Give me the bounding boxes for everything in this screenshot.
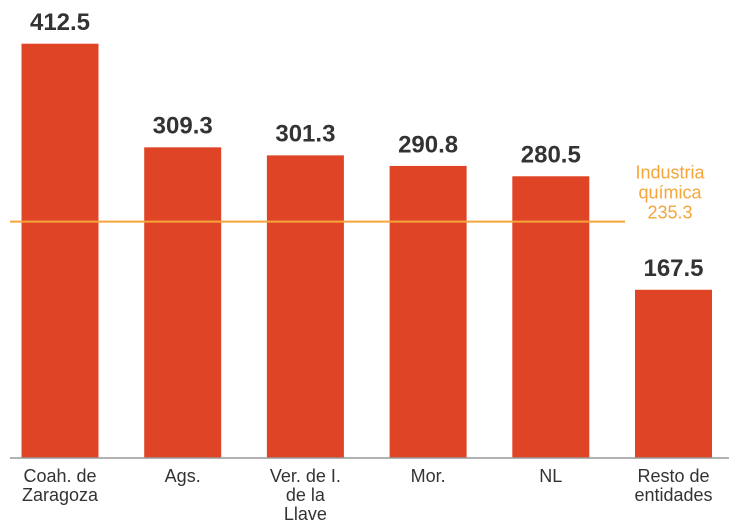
x-tick-label: entidades <box>634 485 712 505</box>
x-tick-label: Ver. de I. <box>270 466 341 486</box>
value-label: 301.3 <box>275 121 335 148</box>
x-tick-label: Zaragoza <box>22 485 99 505</box>
value-label: 280.5 <box>521 142 581 169</box>
bar <box>635 289 712 458</box>
bar <box>512 176 590 459</box>
bar <box>144 147 222 458</box>
x-tick-label: Ags. <box>165 466 201 486</box>
reference-label: Industria <box>635 162 705 182</box>
reference-label: 235.3 <box>647 202 692 222</box>
value-label: 412.5 <box>30 9 90 36</box>
x-tick-label: NL <box>539 466 562 486</box>
x-tick-label: de la <box>286 485 326 505</box>
bar <box>21 43 99 458</box>
x-tick-label: Coah. de <box>23 466 96 486</box>
x-tick-label: Resto de <box>637 466 709 486</box>
value-label: 309.3 <box>153 113 213 140</box>
value-label: 290.8 <box>398 131 458 158</box>
x-tick-label: Llave <box>284 504 327 524</box>
bar <box>266 155 344 458</box>
reference-label: química <box>638 182 702 202</box>
bar <box>389 165 467 458</box>
x-tick-label: Mor. <box>411 466 446 486</box>
value-label: 167.5 <box>643 255 703 282</box>
